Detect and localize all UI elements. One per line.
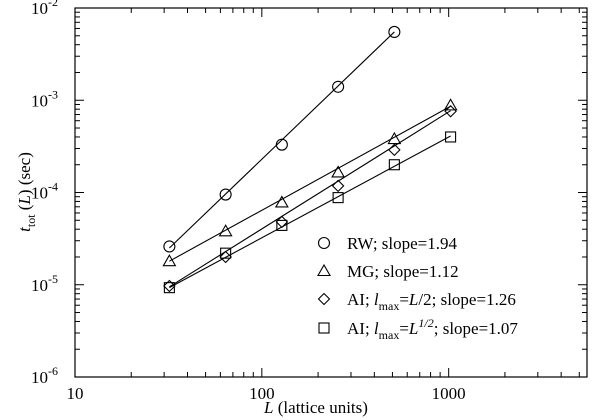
y-axis-label-close: ) (sec) xyxy=(15,152,34,195)
y-tick-base: 10 xyxy=(31,276,48,295)
y-tick-label: 10 xyxy=(31,91,48,110)
x-axis-label: L (lattice units) xyxy=(263,398,368,417)
legend-label-part: AI; xyxy=(347,319,374,338)
y-tick-base: 10 xyxy=(31,368,48,387)
x-tick-label: 100 xyxy=(249,384,275,403)
data-point-diamond xyxy=(163,279,176,293)
fit-line-circle xyxy=(168,31,395,249)
data-markers xyxy=(162,25,458,294)
legend-label: RW; slope=1.94 xyxy=(347,234,458,253)
data-point-circle xyxy=(275,138,288,151)
y-axis-label-sub: tot xyxy=(24,214,38,227)
axis-ticks xyxy=(74,7,587,378)
y-tick-base: 10 xyxy=(31,184,48,203)
data-point-diamond xyxy=(275,215,289,229)
legend-label-part: = xyxy=(399,290,409,309)
legend-label: AI; lmax=L/2; slope=1.26 xyxy=(347,290,516,313)
x-axis-label-text: (lattice units) xyxy=(274,398,368,417)
legend-label-part: L xyxy=(408,319,418,338)
legend-label-part: max xyxy=(379,299,400,313)
y-tick-label: 10 xyxy=(31,184,48,203)
legend-label-part: /2 xyxy=(418,290,431,309)
x-tick-label: 1000 xyxy=(432,384,466,403)
data-point-circle xyxy=(219,188,232,201)
y-axis-label-open: ( xyxy=(15,204,34,214)
legend-label-part: L xyxy=(408,290,418,309)
y-tick-exponent: -5 xyxy=(48,272,58,286)
data-point-triangle xyxy=(331,165,346,178)
y-tick-base: 10 xyxy=(31,0,48,18)
data-point-square xyxy=(276,219,288,231)
data-point-square xyxy=(445,131,457,143)
data-point-triangle xyxy=(443,98,458,111)
y-tick-label: 10 xyxy=(31,0,48,18)
fit-line-diamond xyxy=(169,110,451,288)
data-point-square xyxy=(388,159,400,171)
legend-label-part: RW; slope=1.94 xyxy=(347,234,458,253)
y-tick-label: 10 xyxy=(31,276,48,295)
y-tick-exponent: -2 xyxy=(48,0,58,9)
y-tick-exponent: -3 xyxy=(48,87,58,101)
legend-marker-square xyxy=(318,322,330,334)
legend-marker-triangle xyxy=(317,263,331,277)
y-axis-label: ttot (L) (sec) xyxy=(15,152,38,232)
legend-marker-diamond xyxy=(317,292,331,306)
data-point-triangle xyxy=(162,254,177,267)
legend-label-part: ; slope=1.07 xyxy=(434,319,519,338)
y-axis-label-t: t xyxy=(15,226,34,232)
y-tick-base: 10 xyxy=(31,91,48,110)
x-axis-label-var: L xyxy=(263,398,273,417)
data-point-diamond xyxy=(331,179,345,193)
x-tick-label: 10 xyxy=(67,384,84,403)
data-point-square xyxy=(220,247,232,259)
data-point-square xyxy=(163,282,175,294)
data-point-circle xyxy=(332,80,345,93)
legend-label-part: = xyxy=(399,319,409,338)
legend-label-part: l xyxy=(374,290,379,309)
legend-label-part: l xyxy=(374,319,379,338)
y-tick-exponent: -4 xyxy=(48,180,58,194)
legend-label-part: 1/2 xyxy=(418,316,433,330)
legend-label-part: max xyxy=(379,328,400,342)
fit-line-square xyxy=(169,135,451,289)
legend-label: MG; slope=1.12 xyxy=(347,262,459,281)
fit-line-triangle xyxy=(169,105,451,262)
y-tick-exponent: -6 xyxy=(48,364,58,378)
data-point-triangle xyxy=(274,195,289,208)
data-point-square xyxy=(332,192,344,204)
legend-label: AI; lmax=L1/2; slope=1.07 xyxy=(347,316,518,342)
legend-label-part: MG; slope=1.12 xyxy=(347,262,459,281)
fit-lines xyxy=(168,31,451,289)
y-axis-label-L: L xyxy=(15,195,34,205)
data-point-circle xyxy=(163,240,176,253)
legend-label-part: AI; xyxy=(347,290,374,309)
data-point-diamond xyxy=(219,250,232,264)
data-point-triangle xyxy=(218,224,233,237)
data-point-diamond xyxy=(388,143,401,157)
data-point-circle xyxy=(388,25,401,39)
legend-marker-circle xyxy=(317,236,331,250)
data-point-triangle xyxy=(387,131,402,145)
data-point-diamond xyxy=(444,104,457,118)
y-tick-label: 10 xyxy=(31,368,48,387)
legend-label-part: ; slope=1.26 xyxy=(432,290,516,309)
